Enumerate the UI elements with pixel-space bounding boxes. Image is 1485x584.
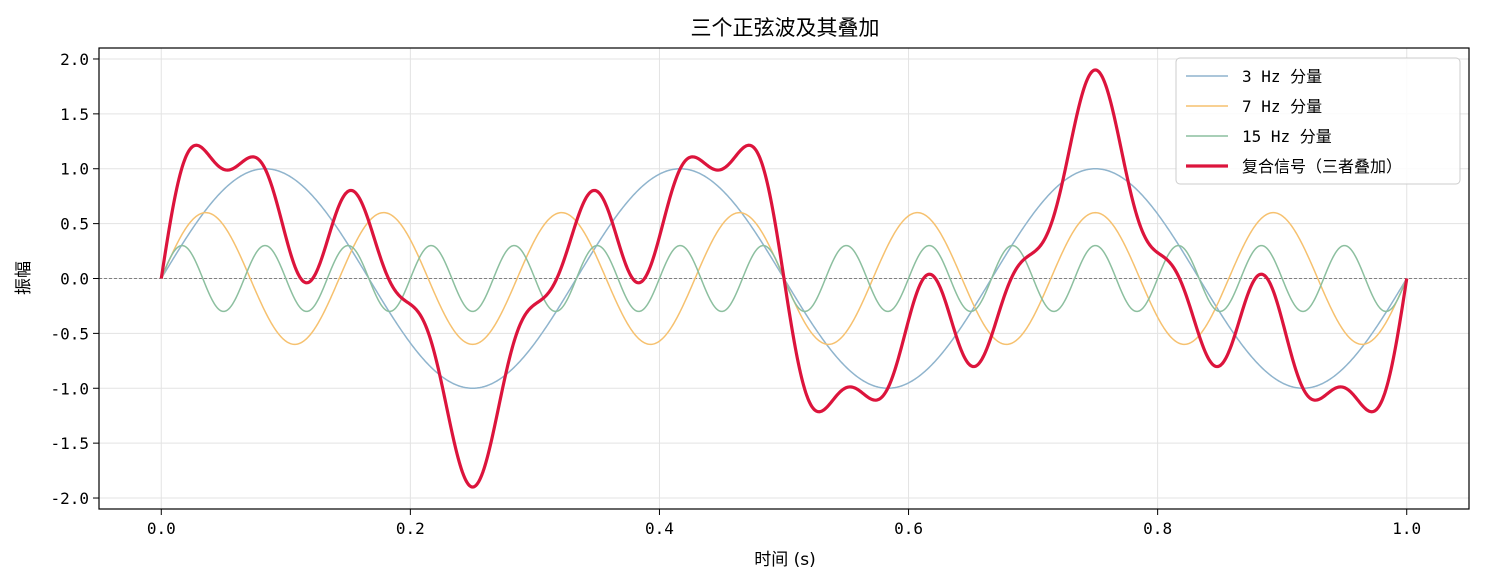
legend-label: 3 Hz 分量 bbox=[1242, 67, 1322, 86]
x-axis: 0.0 0.2 0.4 0.6 0.8 1.0 bbox=[147, 509, 1421, 538]
series-group bbox=[159, 68, 1409, 489]
legend-label: 15 Hz 分量 bbox=[1242, 127, 1332, 146]
y-axis: -2.0 -1.5 -1.0 -0.5 0.0 0.5 1.0 1.5 2.0 bbox=[50, 50, 99, 508]
series-line-3 bbox=[159, 68, 1409, 489]
x-tick-label: 0.2 bbox=[396, 519, 425, 538]
legend-label: 7 Hz 分量 bbox=[1242, 97, 1322, 116]
x-tick-label: 0.0 bbox=[147, 519, 176, 538]
y-axis-label: 振幅 bbox=[14, 261, 34, 295]
x-tick-label: 0.6 bbox=[894, 519, 923, 538]
legend-label: 复合信号（三者叠加） bbox=[1242, 157, 1402, 176]
y-tick-label: 0.5 bbox=[60, 215, 89, 234]
y-tick-label: -2.0 bbox=[50, 489, 89, 508]
y-tick-label: -1.0 bbox=[50, 379, 89, 398]
y-tick-label: 0.0 bbox=[60, 270, 89, 289]
y-tick-label: 1.0 bbox=[60, 160, 89, 179]
chart-title: 三个正弦波及其叠加 bbox=[691, 16, 880, 40]
x-tick-label: 0.8 bbox=[1143, 519, 1172, 538]
y-tick-label: -1.5 bbox=[50, 434, 89, 453]
y-tick-label: 2.0 bbox=[60, 50, 89, 69]
y-tick-label: -0.5 bbox=[50, 324, 89, 343]
x-tick-label: 0.4 bbox=[645, 519, 674, 538]
x-axis-label: 时间 (s) bbox=[754, 550, 816, 570]
legend-box bbox=[1175, 57, 1461, 185]
x-tick-label: 1.0 bbox=[1392, 519, 1421, 538]
y-tick-label: 1.5 bbox=[60, 105, 89, 124]
